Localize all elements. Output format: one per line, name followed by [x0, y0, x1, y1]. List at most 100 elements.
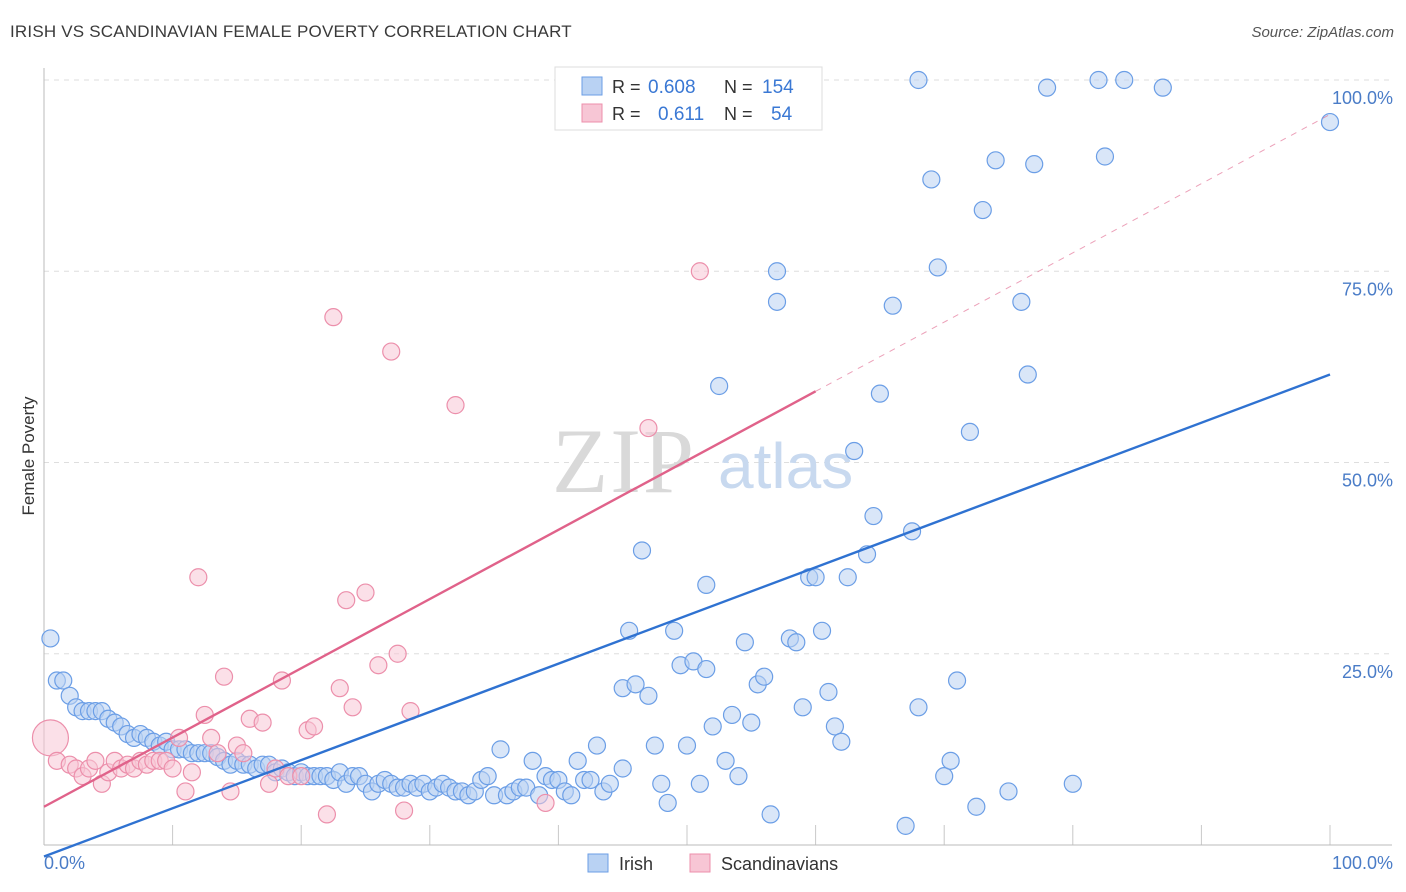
watermark-atlas: atlas — [718, 430, 853, 502]
scandinavians-point — [189, 568, 208, 587]
scandinavians-point — [388, 644, 407, 663]
bottom-legend-label-irish: Irish — [619, 854, 653, 874]
source-credit: Source: ZipAtlas.com — [1251, 24, 1394, 41]
irish-point — [864, 506, 883, 526]
irish-point — [787, 633, 806, 652]
irish-point — [1153, 78, 1172, 97]
irish-point — [562, 786, 581, 805]
irish-point — [806, 568, 825, 587]
scandinavians-point — [639, 418, 658, 438]
legend-n-value-scandinavians: 54 — [771, 104, 793, 125]
irish-point — [755, 667, 774, 686]
scandinavians-point — [356, 583, 375, 602]
irish-point — [626, 675, 645, 694]
irish-point — [883, 296, 902, 315]
scandinavians-point — [394, 801, 414, 820]
y-tick-labels: 25.0% 50.0% 75.0% 100.0% — [1332, 88, 1393, 682]
irish-point — [935, 767, 954, 786]
irish-point — [639, 686, 658, 705]
y-axis-title: Female Poverty — [19, 396, 38, 516]
irish-point — [697, 659, 716, 679]
legend-swatch-scandinavians — [581, 103, 603, 123]
irish-point — [587, 736, 607, 755]
legend-swatch-irish — [581, 76, 603, 96]
irish-point — [1012, 292, 1031, 311]
irish-trend-line — [43, 373, 1331, 858]
scandinavians-point — [176, 782, 195, 801]
irish-point — [1063, 774, 1082, 793]
scandinavians-point — [317, 805, 337, 824]
scandinavians-point — [446, 396, 465, 415]
scandinavians-trend-line — [43, 390, 817, 808]
irish-point — [491, 740, 510, 759]
irish-point — [812, 621, 832, 640]
irish-point — [896, 816, 915, 835]
irish-point — [613, 759, 632, 778]
irish-point — [41, 629, 60, 648]
irish-point — [941, 751, 960, 770]
x-tick-label-max: 100.0% — [1332, 853, 1393, 873]
irish-point — [1320, 112, 1340, 132]
data-points — [31, 70, 1340, 835]
legend-n-value-irish: 154 — [762, 77, 794, 98]
irish-point — [909, 70, 928, 90]
scandinavians-point — [182, 763, 201, 782]
irish-point — [960, 422, 980, 441]
irish-point — [832, 732, 851, 751]
irish-point — [793, 698, 812, 717]
x-tick-labels: 0.0% 100.0% — [44, 853, 1393, 873]
irish-point — [54, 671, 73, 690]
irish-point — [645, 736, 664, 755]
scandinavians-point — [31, 719, 70, 757]
irish-point — [767, 292, 787, 311]
scandinavians-point — [292, 767, 311, 786]
y-tick-label: 75.0% — [1342, 279, 1393, 299]
irish-point — [478, 767, 497, 786]
irish-point — [677, 736, 697, 755]
irish-point — [697, 575, 716, 595]
irish-point — [1025, 155, 1044, 174]
irish-point — [838, 568, 857, 587]
scandinavians-point — [86, 751, 105, 770]
y-tick-label: 100.0% — [1332, 88, 1393, 108]
irish-point — [928, 258, 947, 277]
irish-point — [1018, 365, 1037, 384]
scandinavians-point — [202, 728, 221, 748]
y-tick-label: 25.0% — [1342, 662, 1393, 682]
irish-point — [973, 200, 992, 220]
trend-lines — [43, 113, 1331, 858]
scandinavians-point — [330, 679, 349, 698]
irish-point — [1089, 70, 1108, 90]
legend-r-label-irish: R = — [612, 77, 641, 97]
scandinavians-point — [234, 744, 253, 763]
scandinavians-point — [382, 342, 401, 361]
bottom-legend-swatch-irish — [587, 853, 609, 873]
scandinavians-point — [259, 774, 279, 793]
scandinavians-point — [337, 591, 356, 610]
legend-r-value-scandinavians: 0.611 — [658, 104, 704, 125]
gridlines — [44, 79, 1392, 655]
legend-n-label-scandinavians: N = — [724, 104, 753, 124]
scandinavians-point — [343, 698, 362, 717]
x-axis-ticks — [43, 825, 1331, 845]
irish-point — [710, 376, 729, 396]
bottom-legend-label-scandinavians: Scandinavians — [721, 854, 838, 874]
scandinavians-point — [163, 759, 182, 778]
stats-legend: R = 0.608 N = 154 R = 0.611 N = 54 — [554, 66, 823, 131]
watermark-zip: ZIP — [552, 410, 696, 512]
series-scandinavians-points — [31, 262, 709, 824]
scandinavians-point — [690, 262, 709, 281]
irish-point — [986, 151, 1005, 170]
scandinavians-point — [324, 308, 343, 327]
legend-n-label-irish: N = — [724, 77, 753, 97]
irish-point — [735, 633, 754, 652]
irish-point — [909, 698, 928, 717]
irish-point — [703, 717, 722, 736]
irish-point — [729, 767, 748, 786]
chart-title: IRISH VS SCANDINAVIAN FEMALE POVERTY COR… — [10, 22, 572, 41]
scandinavians-point — [208, 744, 227, 763]
scandinavians-point — [369, 656, 388, 675]
irish-point — [742, 713, 761, 732]
series-legend: Irish Scandinavians — [587, 853, 838, 874]
